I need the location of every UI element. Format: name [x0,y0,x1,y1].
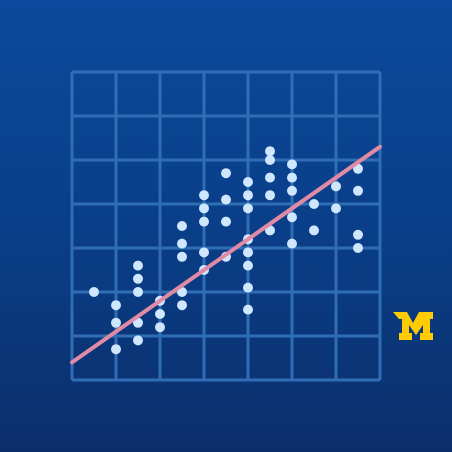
data-point [287,159,297,170]
data-point [133,335,143,346]
data-point [177,300,187,311]
data-point [177,251,187,262]
data-point [265,172,275,183]
data-point [111,300,121,311]
data-point [177,221,187,231]
chart-grid [70,70,382,382]
scatter-points [89,146,363,355]
data-point [155,309,165,319]
data-point [199,203,209,214]
data-point [309,225,319,236]
data-point [265,155,275,165]
data-point [243,177,253,187]
data-point [265,146,275,157]
data-point [265,190,275,201]
data-point [133,287,143,297]
data-point [243,282,253,293]
data-point [243,203,253,214]
data-point [243,190,253,201]
data-point [199,216,209,227]
data-point [353,229,363,240]
block-m-logo [393,312,433,340]
data-point [309,199,319,209]
data-point [177,238,187,249]
data-point [221,216,231,227]
data-point [199,190,209,201]
data-point [287,238,297,249]
trend-line [70,144,382,365]
data-point [155,322,165,333]
data-point [111,344,121,355]
trend-line-group [70,144,382,365]
data-point [243,260,253,271]
data-point [133,260,143,271]
data-point [287,212,297,223]
data-point [221,168,231,179]
data-point [111,317,121,328]
data-point [243,304,253,315]
block-m-logo-shape [393,312,433,340]
data-point [331,181,341,192]
data-point [353,185,363,196]
data-point [243,247,253,258]
data-point [287,185,297,196]
data-point [221,194,231,205]
data-point [199,247,209,258]
data-point [287,172,297,183]
data-point [331,203,341,214]
data-point [89,287,99,297]
data-point [133,273,143,284]
data-point [353,243,363,253]
